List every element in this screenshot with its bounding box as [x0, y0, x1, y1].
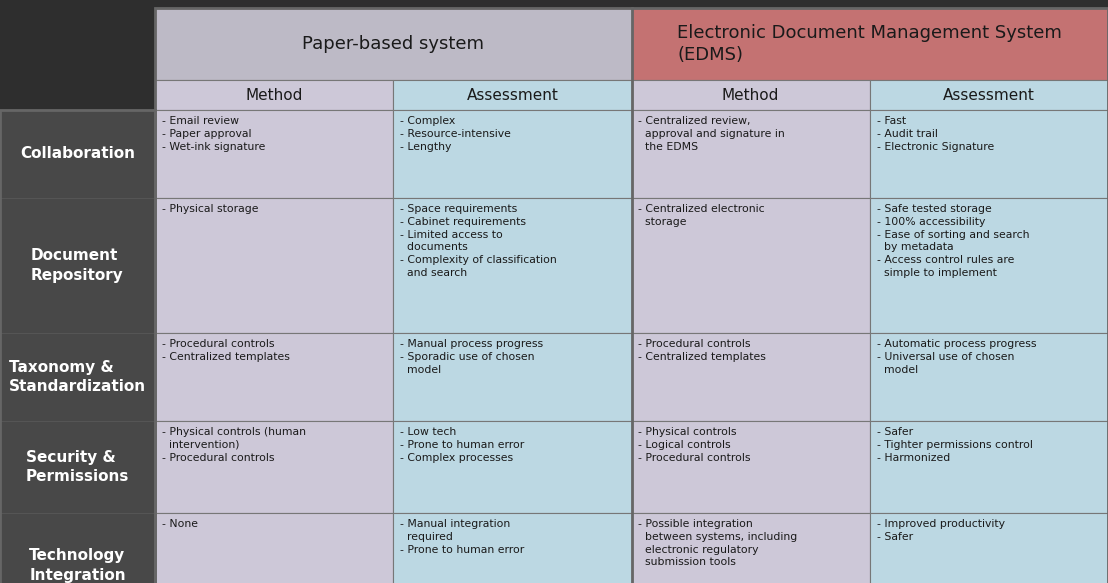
Text: - Centralized electronic
  storage: - Centralized electronic storage: [638, 204, 766, 227]
Text: Assessment: Assessment: [466, 87, 558, 103]
Text: - Physical controls (human
  intervention)
- Procedural controls: - Physical controls (human intervention)…: [162, 427, 306, 462]
Text: - Fast
- Audit trail
- Electronic Signature: - Fast - Audit trail - Electronic Signat…: [876, 116, 994, 152]
Text: Collaboration: Collaboration: [20, 146, 135, 161]
Bar: [393, 421, 632, 513]
Bar: [155, 513, 393, 583]
Text: - Physical controls
- Logical controls
- Procedural controls: - Physical controls - Logical controls -…: [638, 427, 751, 462]
Bar: [632, 80, 870, 110]
Text: Assessment: Assessment: [943, 87, 1035, 103]
Text: - Procedural controls
- Centralized templates: - Procedural controls - Centralized temp…: [162, 339, 290, 362]
Bar: [870, 513, 1108, 583]
Text: - Manual process progress
- Sporadic use of chosen
  model: - Manual process progress - Sporadic use…: [400, 339, 543, 375]
Bar: [155, 8, 1108, 583]
Text: - Complex
- Resource-intensive
- Lengthy: - Complex - Resource-intensive - Lengthy: [400, 116, 511, 152]
Bar: [0, 513, 155, 583]
Text: Method: Method: [722, 87, 779, 103]
Bar: [155, 198, 393, 333]
Bar: [870, 198, 1108, 333]
Bar: [632, 513, 870, 583]
Text: - Physical storage: - Physical storage: [162, 204, 258, 214]
Text: - None: - None: [162, 519, 198, 529]
Text: Security &
Permissions: Security & Permissions: [25, 450, 130, 484]
Text: Document
Repository: Document Repository: [31, 248, 124, 283]
Bar: [870, 110, 1108, 198]
Bar: [393, 333, 632, 421]
Bar: [393, 80, 632, 110]
Bar: [393, 513, 632, 583]
Text: - Procedural controls
- Centralized templates: - Procedural controls - Centralized temp…: [638, 339, 767, 362]
Bar: [0, 421, 155, 513]
Bar: [155, 110, 393, 198]
Bar: [155, 333, 393, 421]
Bar: [0, 110, 155, 198]
Bar: [632, 421, 870, 513]
Text: - Centralized review,
  approval and signature in
  the EDMS: - Centralized review, approval and signa…: [638, 116, 786, 152]
Text: Technology
Integration: Technology Integration: [29, 549, 126, 582]
Bar: [155, 8, 632, 80]
Bar: [0, 198, 155, 333]
Text: Paper-based system: Paper-based system: [302, 35, 484, 53]
Text: Taxonomy &
Standardization: Taxonomy & Standardization: [9, 360, 146, 394]
Text: - Automatic process progress
- Universal use of chosen
  model: - Automatic process progress - Universal…: [876, 339, 1036, 375]
Bar: [632, 110, 870, 198]
Text: - Safe tested storage
- 100% accessibility
- Ease of sorting and search
  by met: - Safe tested storage - 100% accessibili…: [876, 204, 1029, 278]
Bar: [393, 110, 632, 198]
Bar: [155, 80, 393, 110]
Text: - Email review
- Paper approval
- Wet-ink signature: - Email review - Paper approval - Wet-in…: [162, 116, 266, 152]
Text: Electronic Document Management System
(EDMS): Electronic Document Management System (E…: [677, 23, 1063, 65]
Bar: [393, 198, 632, 333]
Text: - Manual integration
  required
- Prone to human error: - Manual integration required - Prone to…: [400, 519, 524, 554]
Text: - Safer
- Tighter permissions control
- Harmonized: - Safer - Tighter permissions control - …: [876, 427, 1033, 462]
Text: - Low tech
- Prone to human error
- Complex processes: - Low tech - Prone to human error - Comp…: [400, 427, 524, 462]
Bar: [632, 333, 870, 421]
Text: Method: Method: [246, 87, 302, 103]
Bar: [155, 421, 393, 513]
Bar: [0, 110, 155, 583]
Bar: [870, 80, 1108, 110]
Bar: [870, 421, 1108, 513]
Bar: [0, 333, 155, 421]
Bar: [870, 333, 1108, 421]
Bar: [632, 8, 1108, 80]
Text: - Space requirements
- Cabinet requirements
- Limited access to
  documents
- Co: - Space requirements - Cabinet requireme…: [400, 204, 557, 278]
Text: - Possible integration
  between systems, including
  electronic regulatory
  su: - Possible integration between systems, …: [638, 519, 798, 567]
Text: - Improved productivity
- Safer: - Improved productivity - Safer: [876, 519, 1005, 542]
Bar: [632, 198, 870, 333]
